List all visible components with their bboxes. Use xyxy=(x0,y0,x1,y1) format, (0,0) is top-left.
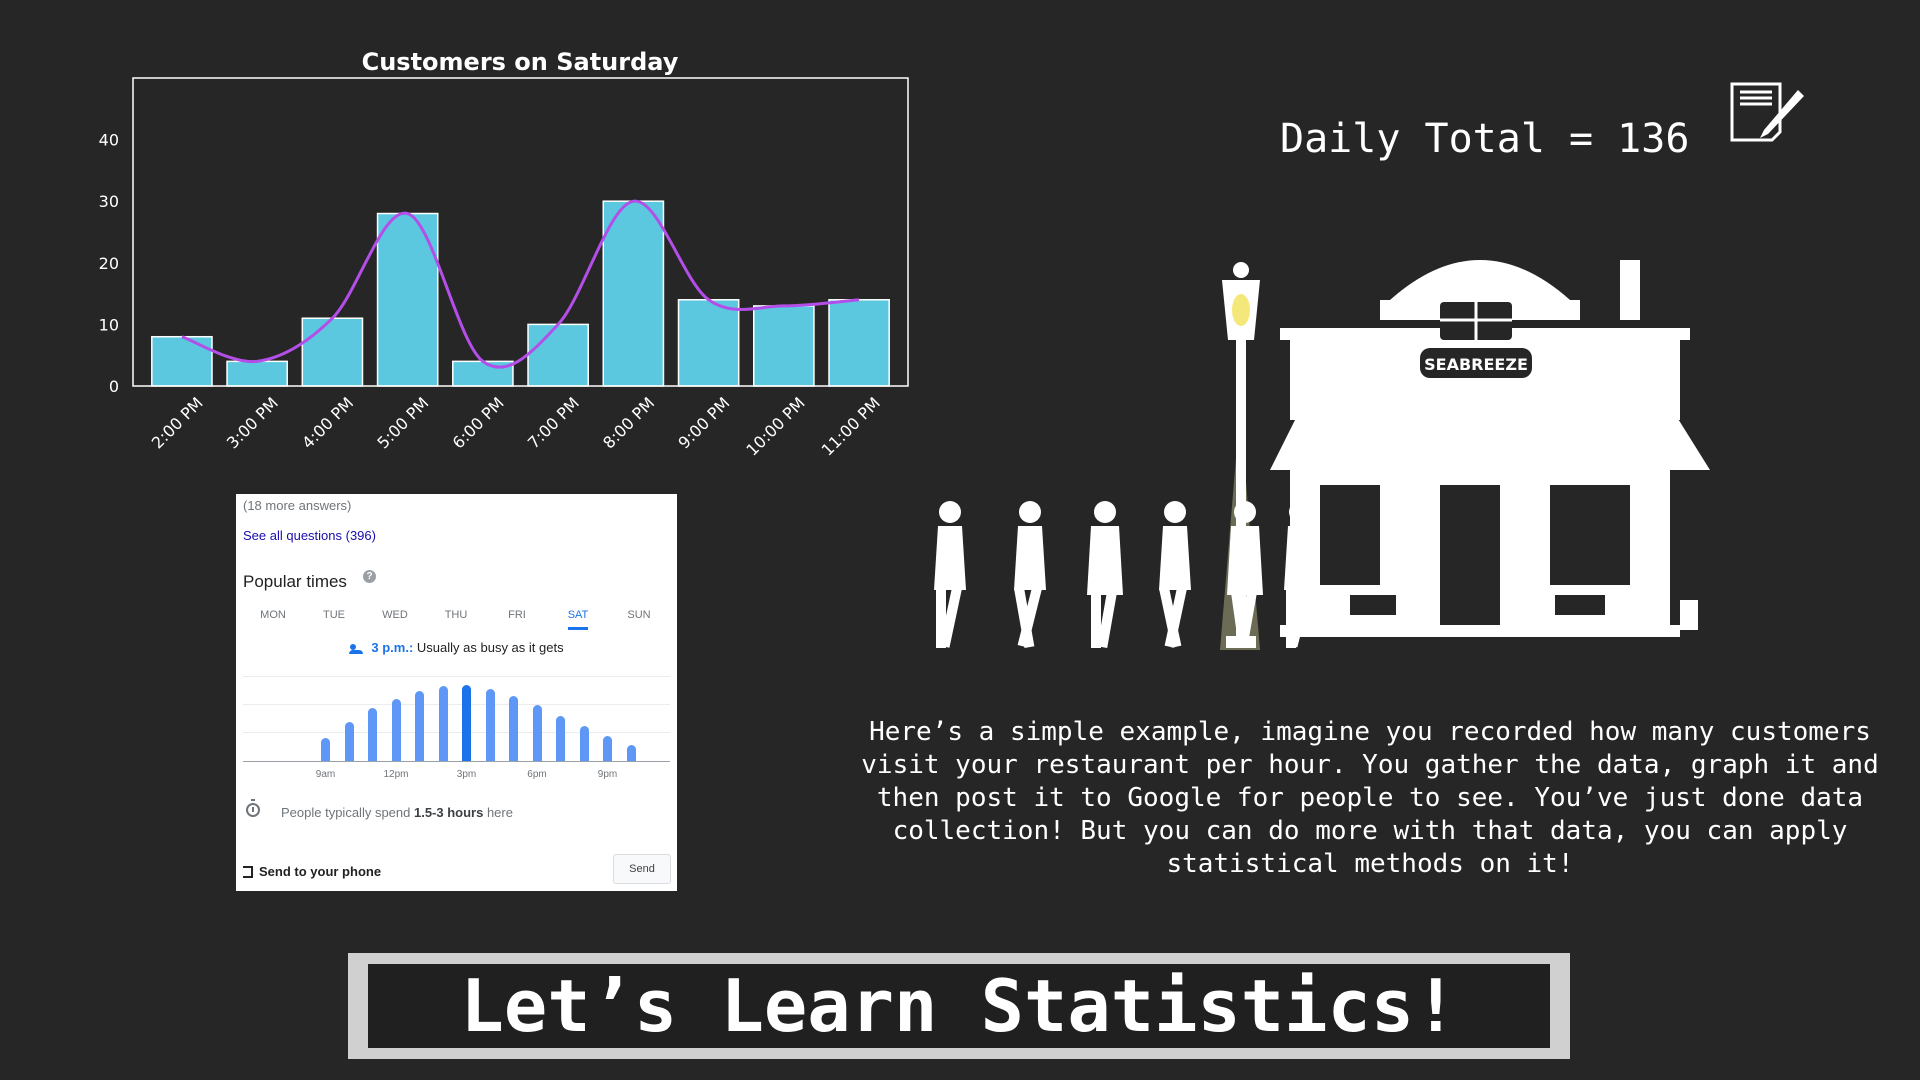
more-answers: (18 more answers) xyxy=(243,498,352,513)
restaurant-scene: SEABREEZE xyxy=(934,260,1710,650)
hour-tick-label: 12pm xyxy=(383,769,409,780)
chart-title: Customers on Saturday xyxy=(362,48,679,76)
busyness-bar xyxy=(415,690,424,761)
hour-tick-label: 9am xyxy=(315,769,336,780)
tab-sun[interactable]: SUN xyxy=(627,609,651,621)
popular-times-axis xyxy=(243,761,670,762)
busyness-bar xyxy=(462,685,471,761)
send-to-phone-row[interactable]: Send to your phone xyxy=(243,864,381,879)
bar-5 xyxy=(527,323,589,387)
busyness-bar xyxy=(603,736,612,761)
busyness-bar xyxy=(344,722,354,761)
plot-frame xyxy=(132,77,909,387)
live-text: Usually as busy as it gets xyxy=(413,640,564,655)
y-tick-label: 20 xyxy=(99,254,119,273)
x-tick-label: 4:00 PM xyxy=(298,393,357,452)
busyness-bar xyxy=(509,696,518,761)
restaurant-sign: SEABREEZE xyxy=(1424,355,1528,374)
spend-value: 1.5-3 hours xyxy=(413,805,484,820)
x-tick-label: 8:00 PM xyxy=(599,393,658,452)
google-popular-times-card: (18 more answers) See all questions (396… xyxy=(236,494,677,891)
x-tick-label: 11:00 PM xyxy=(818,393,884,459)
busyness-bar xyxy=(391,698,401,761)
live-status: 3 p.m.: Usually as busy as it gets xyxy=(236,640,677,655)
bar-8 xyxy=(753,305,815,387)
x-tick-label: 2:00 PM xyxy=(148,393,207,452)
spend-prefix: People typically spend xyxy=(281,805,414,820)
day-tabs: MON TUE WED THU FRI SAT SUN xyxy=(236,609,677,633)
people-icon xyxy=(349,643,365,654)
y-tick-label: 0 xyxy=(109,377,119,396)
customers-chart: Customers on Saturday 0 10 20 30 40 2:00 PM 3… xyxy=(99,48,909,460)
busyness-bar xyxy=(532,704,542,761)
bar-4 xyxy=(452,360,514,387)
bar-6 xyxy=(602,200,665,387)
bar-1 xyxy=(226,360,288,387)
x-tick-label: 5:00 PM xyxy=(373,393,432,452)
description-text: Here’s a simple example, imagine you rec… xyxy=(861,717,1879,879)
time-spent: People typically spend 1.5-3 hours here xyxy=(281,805,513,820)
see-all-questions-link[interactable]: See all questions (396) xyxy=(243,528,376,543)
spend-suffix: here xyxy=(483,805,513,820)
busyness-bar xyxy=(438,686,448,761)
x-tick-label: 10:00 PM xyxy=(742,393,808,459)
tab-tue[interactable]: TUE xyxy=(323,609,345,621)
bar-9 xyxy=(828,299,890,387)
x-tick-label: 7:00 PM xyxy=(524,393,583,452)
busyness-bar xyxy=(556,715,565,761)
bar-7 xyxy=(677,299,740,387)
tab-thu[interactable]: THU xyxy=(444,609,468,621)
daily-total: Daily Total = 136 xyxy=(1280,116,1690,162)
hour-tick-label: 9pm xyxy=(597,769,618,780)
send-button[interactable]: Send xyxy=(613,854,671,884)
note-pen-icon xyxy=(1730,82,1804,142)
gridline xyxy=(243,676,670,677)
popular-times-bars xyxy=(236,494,677,794)
bar-0 xyxy=(151,335,213,387)
gridline xyxy=(243,704,670,705)
busyness-bar xyxy=(579,725,589,761)
y-tick-label: 30 xyxy=(99,192,119,211)
timer-icon xyxy=(246,799,260,817)
busyness-bar xyxy=(321,737,330,761)
tab-fri[interactable]: FRI xyxy=(508,609,526,621)
tab-mon[interactable]: MON xyxy=(260,609,286,621)
x-tick-label: 3:00 PM xyxy=(223,393,282,452)
hour-tick-label: 6pm xyxy=(527,769,547,780)
x-tick-label: 9:00 PM xyxy=(674,393,733,452)
title-banner: Let’s Learn Statistics! xyxy=(348,953,1570,1059)
people-silhouettes xyxy=(934,501,1316,649)
busyness-bar xyxy=(368,707,377,761)
gridline xyxy=(243,732,670,733)
busyness-bar xyxy=(485,689,495,761)
y-tick-label: 10 xyxy=(99,315,119,334)
busyness-bar xyxy=(626,744,636,761)
banner-text: Let’s Learn Statistics! xyxy=(368,964,1550,1048)
tab-sat[interactable]: SAT xyxy=(553,609,603,630)
send-to-phone-label: Send to your phone xyxy=(259,864,382,879)
y-tick-label: 40 xyxy=(99,131,119,150)
bar-2 xyxy=(301,317,364,387)
send-to-phone-icon xyxy=(243,866,253,878)
live-time: 3 p.m.: xyxy=(371,640,414,655)
popular-times-title: Popular times xyxy=(243,572,347,591)
x-tick-label: 6:00 PM xyxy=(449,393,508,452)
tab-wed[interactable]: WED xyxy=(382,609,408,621)
help-icon[interactable]: ? xyxy=(363,570,376,583)
hour-tick-label: 3pm xyxy=(456,769,477,780)
trend-line xyxy=(181,199,860,369)
